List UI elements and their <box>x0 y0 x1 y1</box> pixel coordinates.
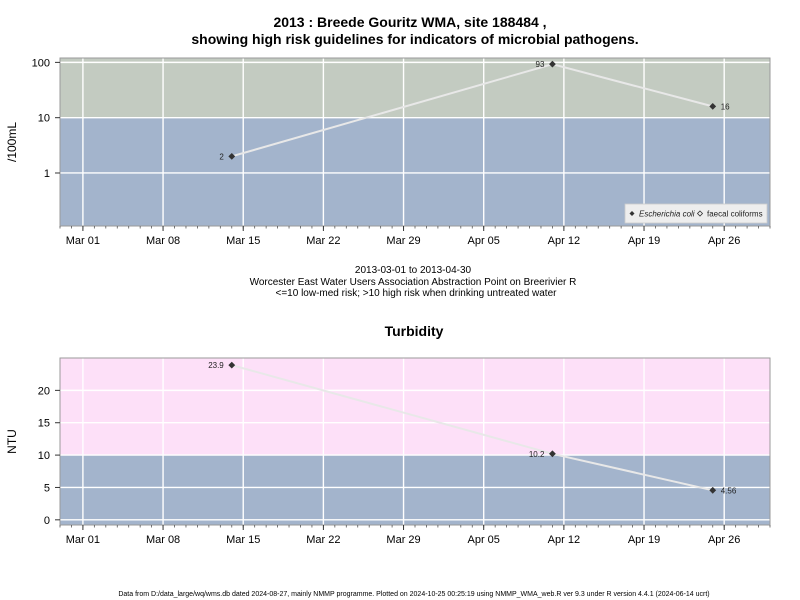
x-tick-label: Apr 12 <box>548 235 580 247</box>
x-tick-label: Mar 01 <box>66 534 100 546</box>
turbidity-chart-panel: Mar 01 Mar 08 Mar 15 Mar 22 Mar 29 Apr 05 Apr … <box>5 357 771 546</box>
data-label: 93 <box>536 60 545 69</box>
data-point-marker <box>549 450 556 458</box>
data-label: 2 <box>219 152 224 161</box>
footer-note: Data from D:/data_large/wq/wms.db dated … <box>118 591 709 598</box>
data-point-marker <box>709 102 717 110</box>
ecoli-chart-panel: Mar 01 Mar 08 Mar 15 Mar 22 Mar 29 Apr 05 Apr … <box>5 57 771 247</box>
high-risk-band <box>60 58 770 118</box>
y-tick-label: 10 <box>38 113 50 125</box>
x-tick-label: Mar 01 <box>66 235 100 247</box>
main-title-line1: 2013 : Breede Gouritz WMA, site 188484 , <box>273 14 546 30</box>
x-tick-label: Mar 29 <box>386 235 420 247</box>
low-risk-band <box>60 455 770 525</box>
x-tick-label: Mar 22 <box>306 534 340 546</box>
legend-box <box>624 203 768 224</box>
legend-marker-filled <box>629 211 635 216</box>
data-label: 10.2 <box>529 450 545 459</box>
x-tick-label: Apr 19 <box>628 235 660 247</box>
y-tick-label: 10 <box>38 450 50 462</box>
x-tick-label: Mar 22 <box>306 235 340 247</box>
x-tick-label: Mar 08 <box>146 235 180 247</box>
x-tick-label: Apr 26 <box>708 534 740 546</box>
data-label: 4.56 <box>721 486 737 495</box>
x-tick-label: Apr 05 <box>467 235 499 247</box>
y-tick-label: 15 <box>38 418 50 430</box>
data-point-marker <box>709 486 717 494</box>
main-title-line2: showing high risk guidelines for indicat… <box>191 31 638 47</box>
y-tick-label: 100 <box>32 57 50 69</box>
legend-marker-open <box>696 210 704 217</box>
x-tick-label: Mar 15 <box>226 235 260 247</box>
x-tick-label: Apr 12 <box>548 534 580 546</box>
x-tick-label: Mar 08 <box>146 534 180 546</box>
date-range-text: 2013-03-01 to 2013-04-30 <box>355 265 472 276</box>
x-tick-label: Apr 26 <box>708 235 740 247</box>
y-tick-label: 1 <box>44 168 50 180</box>
y-tick-label: 5 <box>44 482 50 494</box>
data-label: 23.9 <box>208 361 224 370</box>
data-label: 16 <box>721 102 730 111</box>
data-point-marker <box>549 60 556 68</box>
risk-note-text: <=10 low-med risk; >10 high risk when dr… <box>276 288 558 299</box>
turbidity-title: Turbidity <box>385 323 444 339</box>
legend-label-ecoli: Escherichia coli <box>639 210 695 219</box>
y-axis-label: /100mL <box>5 122 19 162</box>
legend-label-faecal: faecal coliforms <box>707 210 763 219</box>
x-tick-label: Apr 19 <box>628 534 660 546</box>
data-point-marker <box>228 152 236 160</box>
x-tick-label: Apr 05 <box>467 534 499 546</box>
site-name-text: Worcester East Water Users Association A… <box>250 277 577 288</box>
high-risk-band <box>60 358 770 456</box>
y-tick-label: 0 <box>44 515 50 527</box>
x-tick-label: Mar 15 <box>226 534 260 546</box>
x-tick-label: Mar 29 <box>386 534 420 546</box>
y-axis-label: NTU <box>5 429 19 454</box>
data-point-marker <box>228 361 236 369</box>
y-tick-label: 20 <box>38 385 50 397</box>
